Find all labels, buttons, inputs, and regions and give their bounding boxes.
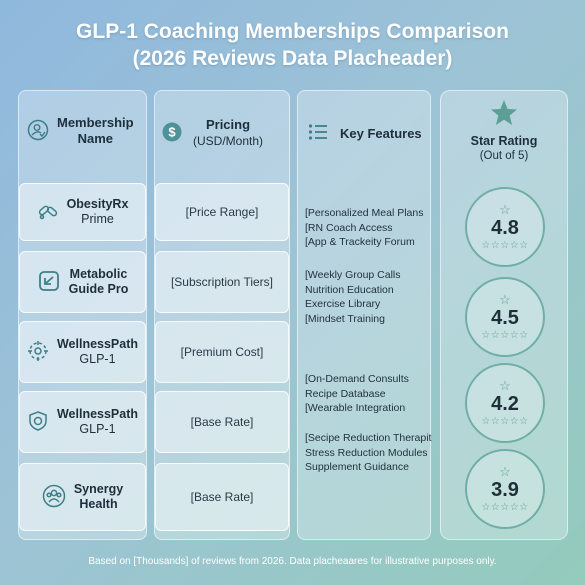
membership-name-4: WellnessPath	[56, 407, 139, 421]
pricing-header-line1: Pricing	[205, 117, 251, 132]
price-card-5: [Base Rate]	[155, 463, 289, 531]
rating-column: Star Rating (Out of 5) ☆ 4.8 ☆☆☆☆☆ ☆ 4.5…	[440, 90, 568, 540]
price-value-2: [Subscription Tiers]	[170, 275, 274, 289]
price-card-2: [Subscription Tiers]	[155, 251, 289, 313]
feature-2-3: Exercise Library	[305, 298, 381, 310]
membership-card-3: WellnessPath GLP-1	[19, 321, 146, 383]
membership-name-3: WellnessPath	[56, 337, 139, 351]
feature-1-2: [RN Coach Access	[305, 221, 393, 234]
rating-value-4: 3.9	[491, 479, 519, 501]
feature-1-1: [Personalized Meal Plans	[305, 207, 424, 219]
feature-group-3: [On-Demand Consults Recipe Database [Wea…	[305, 372, 409, 416]
star-row-icon: ☆☆☆☆☆	[481, 502, 529, 513]
membership-name-5: Synergy	[73, 482, 124, 496]
membership-card-4: WellnessPath GLP-1	[19, 391, 146, 453]
membership-name-1: ObesityRx	[66, 197, 129, 211]
feature-group-4: [Secipe Reduction Therapit Stress Reduct…	[305, 431, 431, 475]
star-row-icon: ☆☆☆☆☆	[481, 416, 529, 427]
feature-2-4: [Mindset Training	[305, 312, 385, 325]
feature-group-1: [Personalized Meal Plans [RN Coach Acces…	[305, 206, 423, 250]
pricing-column: $ Pricing (USD/Month) [Price Range] [Sub…	[154, 90, 290, 540]
people-icon	[42, 484, 66, 511]
features-header: Key Features	[308, 123, 428, 144]
rating-header-line2: (Out of 5)	[479, 150, 529, 162]
feature-2-1: [Weekly Group Calls	[305, 269, 401, 281]
price-card-3: [Premium Cost]	[155, 321, 289, 383]
rating-header: Star Rating (Out of 5)	[441, 99, 567, 163]
feature-3-2: Recipe Database	[305, 387, 386, 400]
rating-badge-3: ☆ 4.2 ☆☆☆☆☆	[465, 363, 545, 443]
rating-value-2: 4.5	[491, 307, 519, 329]
price-card-4: [Base Rate]	[155, 391, 289, 453]
price-value-1: [Price Range]	[185, 205, 259, 219]
feature-4-1: [Secipe Reduction Therapit	[305, 432, 432, 444]
shield-icon	[27, 410, 49, 435]
feature-1-3: [App & Trackeity Forum	[305, 236, 415, 248]
outline-star-icon: ☆	[499, 464, 511, 479]
rating-badge-4: ☆ 3.9 ☆☆☆☆☆	[465, 449, 545, 529]
star-icon	[489, 100, 519, 131]
membership-sub-3: GLP-1	[79, 352, 116, 366]
rating-badge-2: ☆ 4.5 ☆☆☆☆☆	[465, 277, 545, 357]
membership-card-2: Metabolic Guide Pro	[19, 251, 146, 313]
pills-icon	[37, 200, 59, 225]
membership-name-2: Metabolic	[69, 267, 128, 281]
price-value-5: [Base Rate]	[190, 490, 254, 504]
rating-value-1: 4.8	[491, 217, 519, 239]
rating-badge-1: ☆ 4.8 ☆☆☆☆☆	[465, 187, 545, 267]
title-line-1: GLP-1 Coaching Memberships Comparison	[76, 20, 509, 43]
price-value-3: [Premium Cost]	[180, 345, 264, 359]
membership-header: Membership Name	[27, 115, 142, 147]
star-row-icon: ☆☆☆☆☆	[481, 240, 529, 251]
price-value-4: [Base Rate]	[190, 415, 254, 429]
feature-3-1: [On-Demand Consults	[305, 373, 409, 385]
pricing-header: $ Pricing (USD/Month)	[161, 117, 285, 149]
membership-sub-4: GLP-1	[79, 422, 116, 436]
rating-header-line1: Star Rating	[470, 134, 538, 148]
svg-text:$: $	[168, 124, 176, 139]
user-check-icon	[27, 119, 49, 144]
list-icon	[308, 123, 328, 144]
sync-icon	[37, 269, 61, 296]
target-icon	[27, 340, 49, 365]
features-header-label: Key Features	[340, 125, 422, 141]
membership-sub-2: Guide Pro	[68, 282, 129, 296]
outline-star-icon: ☆	[499, 292, 511, 307]
footer-note: Based on [Thousands] of reviews from 202…	[88, 556, 497, 567]
rating-value-3: 4.2	[491, 393, 519, 415]
feature-4-2: Stress Reduction Modules	[305, 446, 428, 459]
outline-star-icon: ☆	[499, 378, 511, 393]
page-title: GLP-1 Coaching Memberships Comparison (2…	[0, 18, 585, 72]
price-card-1: [Price Range]	[155, 183, 289, 241]
membership-card-5: Synergy Health	[19, 463, 146, 531]
dollar-coin-icon: $	[161, 121, 183, 146]
outline-star-icon: ☆	[499, 202, 511, 217]
feature-2-2: Nutrition Education	[305, 283, 394, 296]
membership-sub-1: Prime	[81, 212, 114, 226]
membership-header-line1: Membership	[57, 115, 134, 130]
feature-3-3: [Wearable Integration	[305, 402, 406, 414]
title-line-2: (2026 Reviews Data Placheader)	[132, 47, 453, 70]
features-column: Key Features [Personalized Meal Plans [R…	[297, 90, 431, 540]
pricing-header-line2: (USD/Month)	[193, 134, 264, 148]
membership-sub-5: Health	[79, 497, 118, 511]
membership-column: Membership Name ObesityRx Prime Metaboli…	[18, 90, 147, 540]
membership-card-1: ObesityRx Prime	[19, 183, 146, 241]
feature-group-2: [Weekly Group Calls Nutrition Education …	[305, 268, 401, 326]
star-row-icon: ☆☆☆☆☆	[481, 330, 529, 341]
feature-4-3: Supplement Guidance	[305, 461, 409, 473]
membership-header-line2: Name	[77, 131, 113, 146]
